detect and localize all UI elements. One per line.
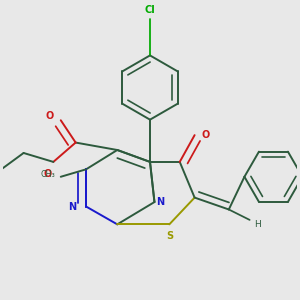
Text: N: N <box>69 202 77 212</box>
Text: S: S <box>166 230 173 241</box>
Text: O: O <box>46 111 54 121</box>
Text: Cl: Cl <box>145 5 155 15</box>
Text: O: O <box>44 169 52 179</box>
Text: CH₃: CH₃ <box>40 170 55 179</box>
Text: O: O <box>202 130 210 140</box>
Text: N: N <box>156 197 164 207</box>
Text: H: H <box>254 220 261 229</box>
